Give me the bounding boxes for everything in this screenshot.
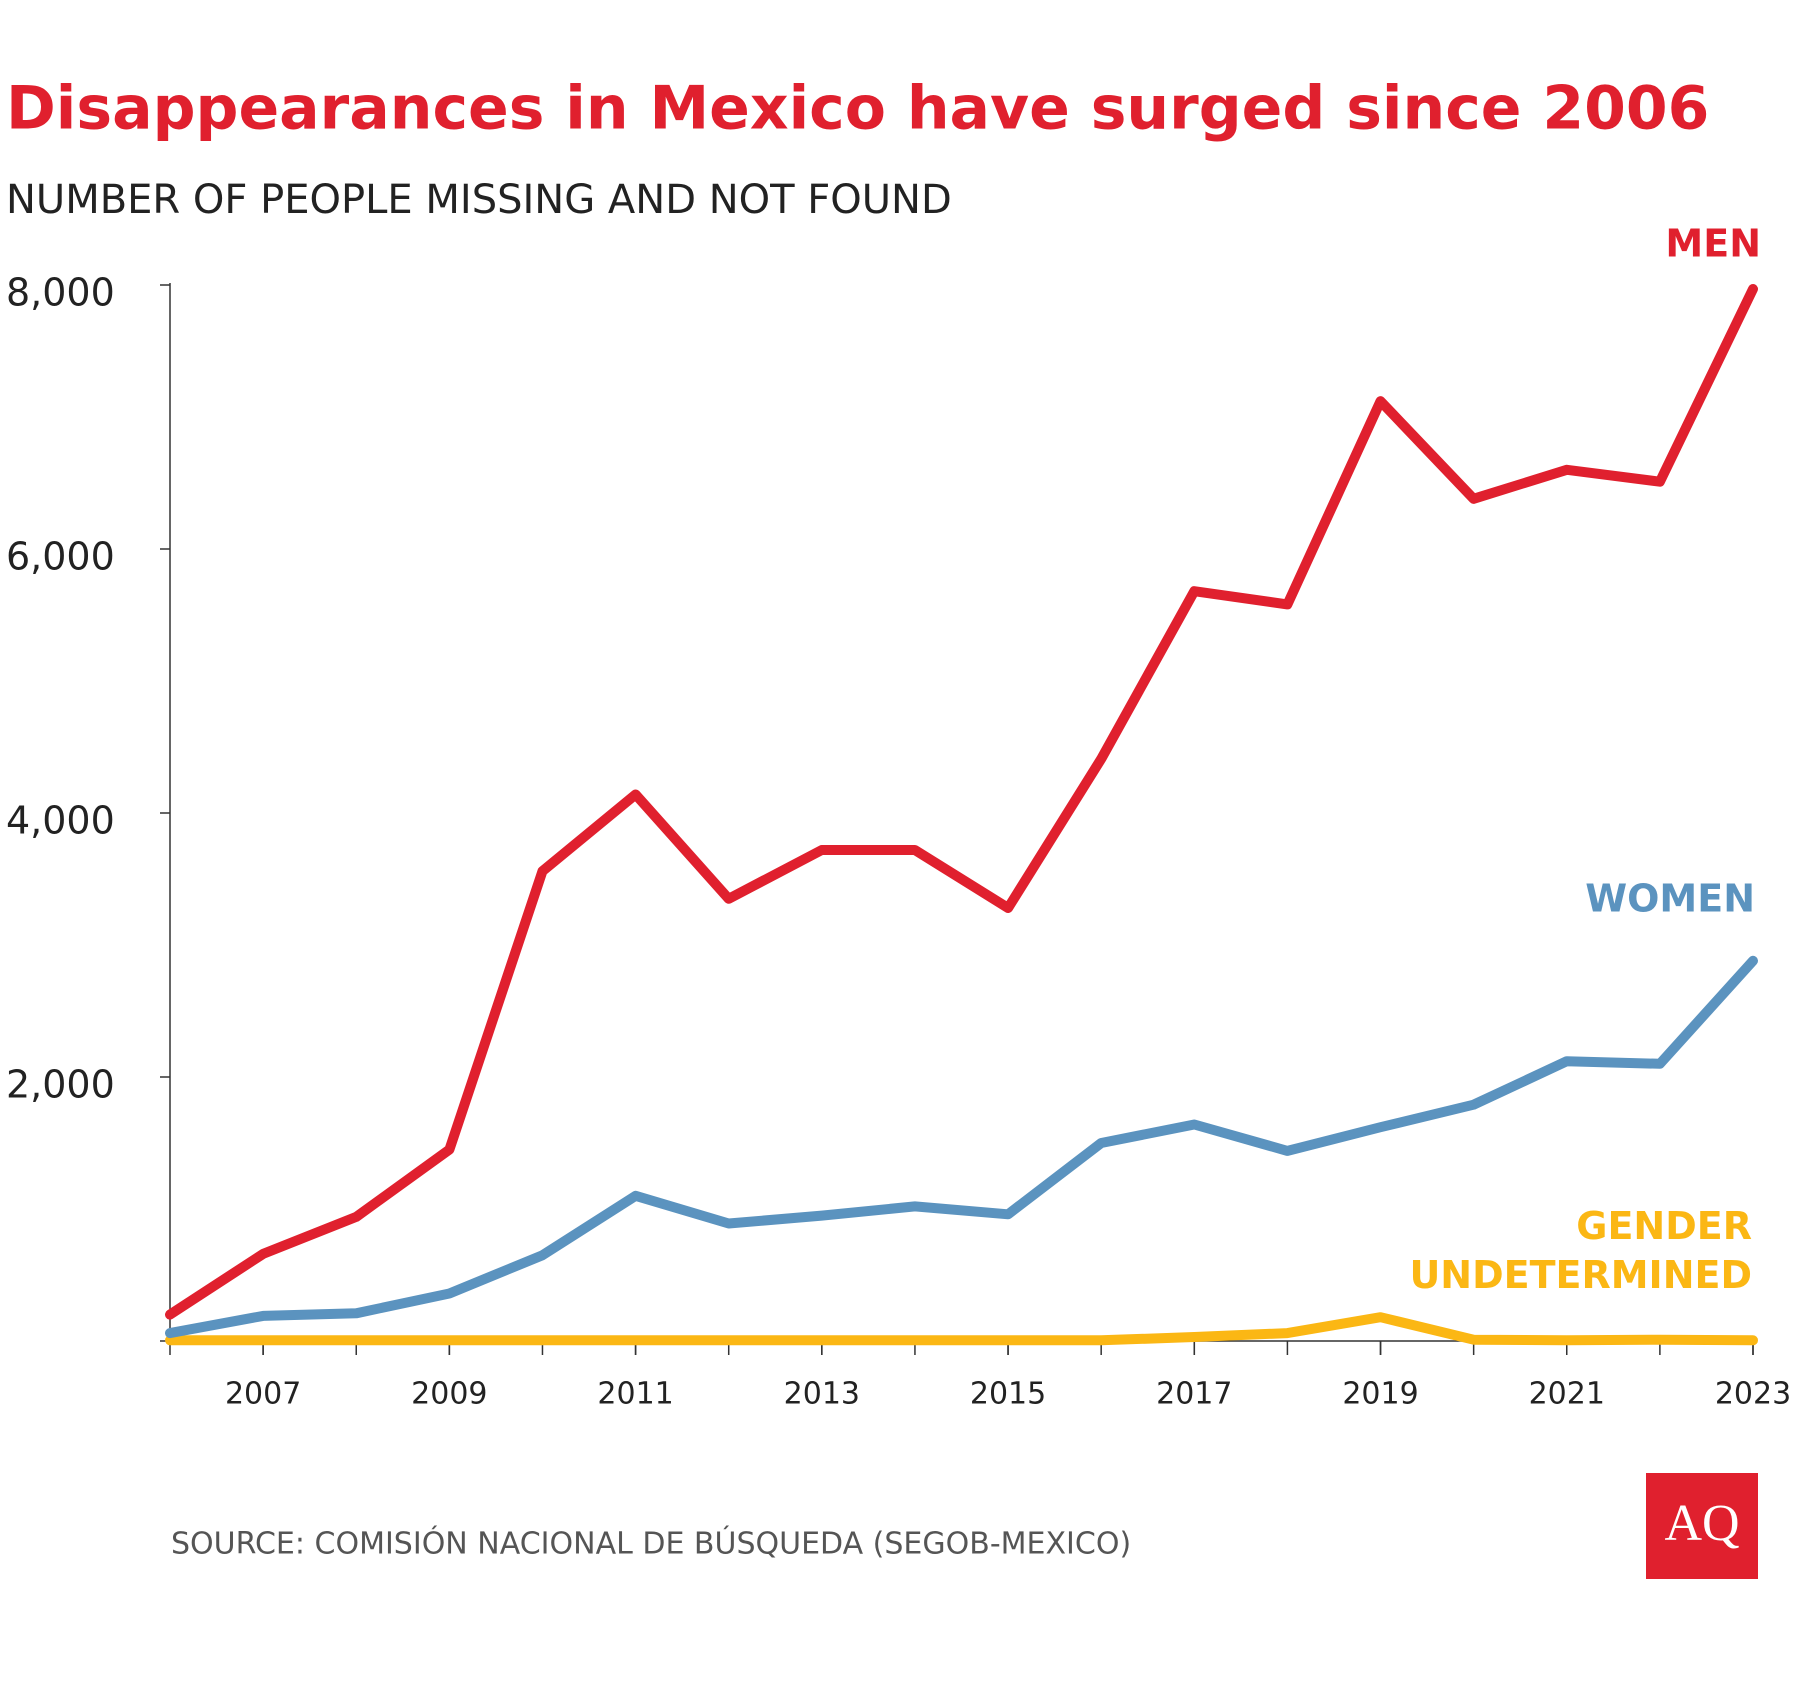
x-tick-label: 2009	[411, 1377, 487, 1412]
source-note: SOURCE: COMISIÓN NACIONAL DE BÚSQUEDA (S…	[171, 1525, 1131, 1562]
x-tick-label: 2011	[597, 1377, 673, 1412]
logo-box	[1646, 1473, 1758, 1579]
y-tick-label: 8,000	[6, 271, 115, 315]
y-tick-label: 2,000	[6, 1063, 115, 1107]
series-label: MEN	[1665, 222, 1761, 266]
x-tick-label: 2007	[225, 1377, 301, 1412]
x-tick-label: 2023	[1715, 1377, 1791, 1412]
logo-text: AQ	[1664, 1495, 1739, 1552]
series-line	[165, 284, 1758, 1320]
x-tick-label: 2019	[1342, 1377, 1418, 1412]
x-tick-label: 2021	[1529, 1377, 1605, 1412]
chart-subtitle: NUMBER OF PEOPLE MISSING AND NOT FOUND	[6, 177, 952, 223]
series-line	[165, 955, 1758, 1339]
x-tick-label: 2015	[970, 1377, 1046, 1412]
series-label: GENDER UNDETERMINED	[1409, 1204, 1752, 1297]
x-tick-label: 2017	[1156, 1377, 1232, 1412]
chart-title: Disappearances in Mexico have surged sin…	[6, 74, 1709, 144]
x-tick-label: 2013	[784, 1377, 860, 1412]
y-tick-label: 4,000	[6, 799, 115, 843]
series-line	[165, 1312, 1758, 1346]
y-tick-label: 6,000	[6, 535, 115, 579]
series-label: WOMEN	[1585, 877, 1755, 921]
